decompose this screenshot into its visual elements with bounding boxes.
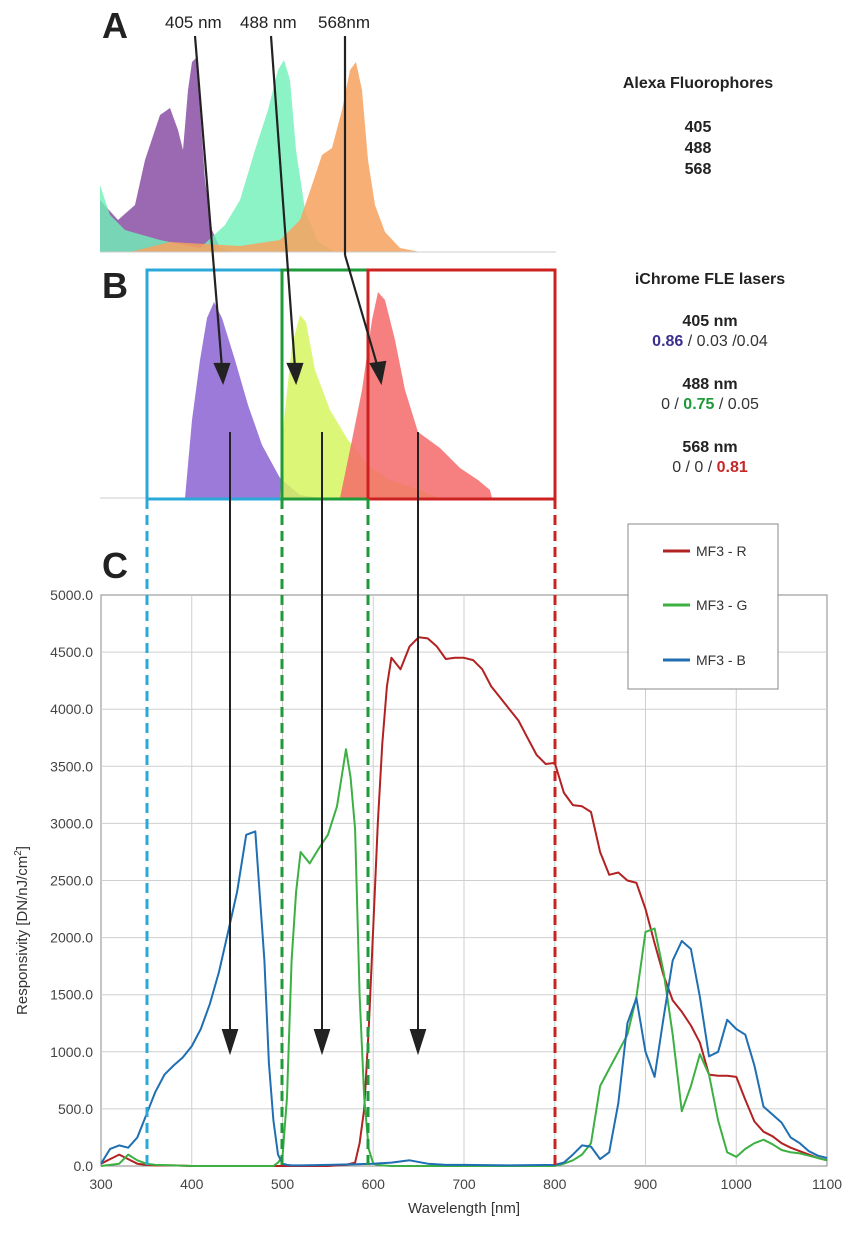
legend-items: MF3 - R MF3 - G MF3 - B	[663, 543, 747, 668]
absorption-spectra	[100, 58, 556, 253]
absorption-curve-568	[130, 62, 420, 252]
y-tick-labels: 0.0 500.0 1000.0 1500.0 2000.0 2500.0 3000.0 35…	[50, 587, 93, 1174]
arrow-green-head	[313, 1029, 331, 1056]
y-tick-label: 1000.0	[50, 1044, 93, 1060]
crosstalk-value-0-0: 0.86	[652, 333, 683, 350]
laser-name-1: 488 nm	[682, 376, 737, 393]
gridlines	[101, 595, 827, 1166]
legend-label-2: MF3 - B	[696, 652, 746, 668]
y-axis-title-main: Responsivity [DN/nJ/cm	[14, 856, 31, 1015]
laser-crosstalk-1: 0 / 0.75 / 0.05	[661, 396, 759, 413]
y-tick-label: 3000.0	[50, 815, 93, 831]
x-tick-label: 1000	[721, 1176, 752, 1192]
laser-name-0: 405 nm	[682, 313, 737, 330]
laser-crosstalk-2: 0 / 0 / 0.81	[672, 459, 748, 476]
emission-spectra	[100, 292, 556, 499]
crosstalk-value-2-1: 0.81	[717, 459, 748, 476]
x-tick-label: 700	[452, 1176, 476, 1192]
legend-label-1: MF3 - G	[696, 597, 747, 613]
y-tick-label: 1500.0	[50, 987, 93, 1003]
fluorophore-568: 568	[685, 161, 712, 178]
y-tick-label: 500.0	[58, 1101, 93, 1117]
arrow-405-head	[213, 362, 231, 386]
y-axis-title-close: ]	[14, 846, 31, 850]
filter-edge-lines	[145, 499, 557, 1166]
emission-curve-405	[185, 302, 320, 498]
crosstalk-value-2-0: 0 / 0 /	[672, 459, 716, 476]
y-tick-label: 4500.0	[50, 644, 93, 660]
arrow-568-head	[369, 360, 387, 386]
arrow-blue-head	[221, 1029, 239, 1056]
fluorophore-405: 405	[685, 119, 712, 136]
y-tick-label: 4000.0	[50, 701, 93, 717]
arrow-red-head	[409, 1029, 427, 1056]
panel-c-letter: C	[102, 545, 128, 586]
y-axis-title: Responsivity [DN/nJ/cm2]	[13, 846, 31, 1015]
emission-arrows	[221, 432, 427, 1056]
y-tick-label: 5000.0	[50, 587, 93, 603]
excitation-label-405: 405 nm	[165, 13, 222, 32]
legend: MF3 - R MF3 - G MF3 - B	[627, 523, 779, 690]
x-tick-labels: 300 400 500 600 700 800 900 1000 1100	[89, 1176, 842, 1192]
panel-b-letter: B	[102, 265, 128, 306]
series-lines	[100, 636, 828, 1167]
panel-a-letter: A	[102, 5, 128, 46]
x-tick-label: 900	[634, 1176, 658, 1192]
y-tick-label: 2000.0	[50, 930, 93, 946]
responsivity-chart: 0.0 500.0 1000.0 1500.0 2000.0 2500.0 3000.0 35…	[13, 587, 842, 1217]
series-line-2	[100, 830, 828, 1167]
absorption-curve-405	[100, 58, 230, 252]
crosstalk-value-1-2: / 0.05	[714, 396, 759, 413]
series-line-1	[100, 748, 828, 1167]
fluorophores-title: Alexa Fluorophores	[623, 75, 773, 92]
x-axis-title: Wavelength [nm]	[408, 1200, 520, 1217]
filter-box-red	[366, 268, 557, 501]
arrow-488	[269, 35, 297, 369]
y-tick-label: 2500.0	[50, 873, 93, 889]
arrow-488-head	[286, 362, 304, 386]
x-tick-label: 500	[271, 1176, 295, 1192]
laser-crosstalk-0: 0.86 / 0.03 /0.04	[652, 333, 768, 350]
excitation-arrows	[193, 35, 387, 386]
laser-list: 405 nm 0.86 / 0.03 /0.04 488 nm 0 / 0.75 / …	[652, 313, 768, 476]
x-tick-label: 600	[362, 1176, 386, 1192]
lasers-title: iChrome FLE lasers	[635, 271, 785, 288]
y-tick-label: 3500.0	[50, 758, 93, 774]
x-tick-label: 400	[180, 1176, 204, 1192]
emission-curve-488	[280, 315, 440, 498]
arrow-568-lower	[343, 254, 380, 369]
crosstalk-value-1-0: 0 /	[661, 396, 683, 413]
laser-name-2: 568 nm	[682, 439, 737, 456]
y-tick-label: 0.0	[74, 1158, 94, 1174]
x-tick-label: 300	[89, 1176, 113, 1192]
x-tick-label: 1100	[812, 1176, 842, 1192]
crosstalk-value-1-1: 0.75	[683, 396, 714, 413]
legend-label-0: MF3 - R	[696, 543, 747, 559]
emission-curve-568	[340, 292, 492, 498]
arrow-405	[193, 35, 224, 369]
excitation-label-568: 568nm	[318, 13, 370, 32]
fluorophore-488: 488	[685, 140, 712, 157]
legend-box	[627, 523, 779, 690]
y-axis-title-sup: 2	[13, 850, 24, 856]
excitation-label-488: 488 nm	[240, 13, 297, 32]
crosstalk-value-0-1: / 0.03 /0.04	[683, 333, 768, 350]
x-tick-label: 800	[543, 1176, 567, 1192]
